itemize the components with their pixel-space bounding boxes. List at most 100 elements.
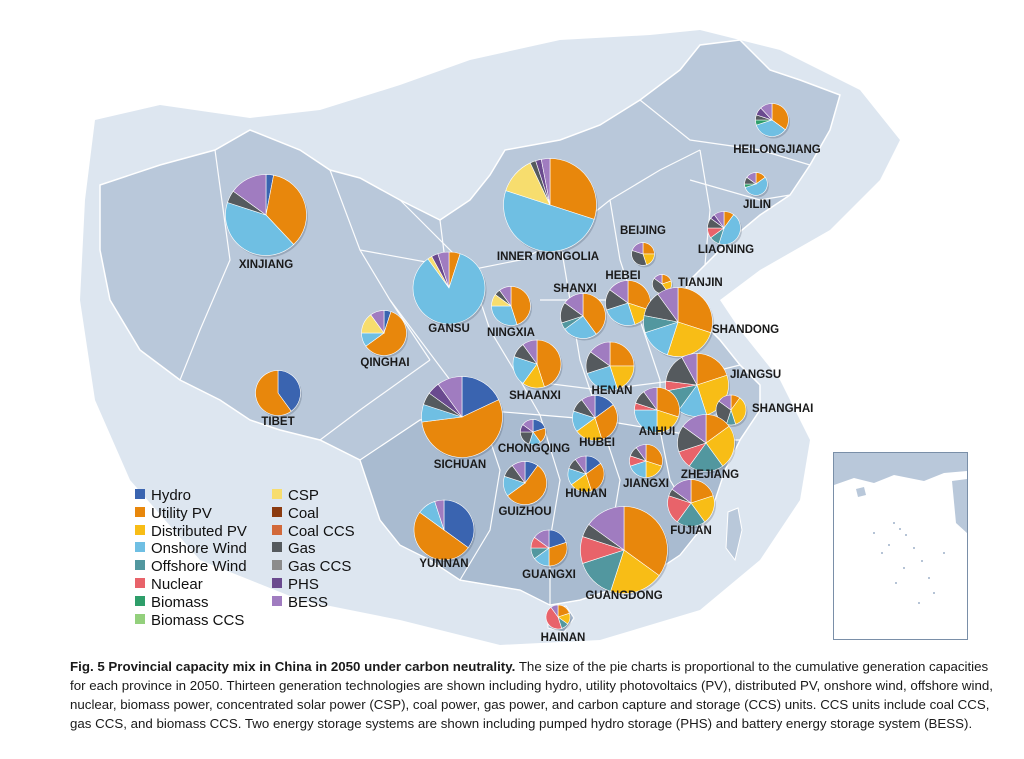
- pie-slice-bess: [581, 395, 596, 419]
- pie-hunan: [567, 455, 606, 494]
- legend-item-biomass: Biomass: [135, 594, 209, 611]
- legend-item-hydro: Hydro: [135, 487, 191, 504]
- legend-swatch: [272, 506, 282, 517]
- pie-slice-bess: [540, 158, 551, 206]
- province-label: YUNNAN: [419, 558, 468, 570]
- province-label: CHONGQING: [498, 443, 570, 455]
- pie-slice-utility-pv: [536, 339, 562, 388]
- legend-label: Coal CCS: [288, 522, 355, 540]
- province-label: BEIJING: [620, 225, 666, 237]
- legend-item-nuclear: Nuclear: [135, 576, 203, 593]
- pie-slice-utility-pv: [609, 341, 635, 367]
- province-label: GUANGXI: [522, 569, 576, 581]
- legend-item-csp: CSP: [272, 487, 319, 504]
- legend-item-coal: Coal: [272, 505, 319, 522]
- pie-slice-onshore-wind: [225, 202, 295, 256]
- pie-slice-distributed-pv: [666, 321, 712, 357]
- pie-slice-utility-pv: [585, 463, 605, 492]
- taiwan-island: [725, 507, 743, 562]
- legend-item-coal-ccs: Coal CCS: [272, 523, 355, 540]
- pie-slice-hydro: [443, 499, 475, 549]
- pie-slice-bess: [681, 353, 698, 386]
- pie-slice-distributed-pv: [610, 549, 660, 594]
- pie-slice-utility-pv: [507, 465, 547, 505]
- pie-xinjiang: [225, 174, 308, 258]
- legend-item-distributed-pv: Distributed PV: [135, 523, 247, 540]
- pie-qinghai: [361, 310, 408, 358]
- pie-slice-bess: [590, 341, 611, 367]
- province-label: SHANGHAI: [752, 403, 813, 415]
- province-label: NINGXIA: [487, 327, 535, 339]
- pie-beijing: [631, 242, 656, 268]
- legend-swatch: [135, 524, 145, 535]
- legend-item-phs: PHS: [272, 576, 319, 593]
- pie-fujian: [667, 479, 716, 529]
- pie-slice-utility-pv: [549, 158, 597, 220]
- pie-slice-bess: [671, 479, 692, 504]
- pie-slice-bess: [370, 310, 385, 334]
- legend-swatch: [135, 578, 145, 588]
- pie-slice-onshore-wind: [491, 305, 518, 326]
- caption-body: The size of the pie charts is proportion…: [70, 659, 993, 731]
- pie-slice-bess: [232, 174, 267, 216]
- pie-slice-bess: [534, 529, 550, 549]
- province-label: INNER MONGOLIA: [497, 251, 599, 263]
- pie-slice-utility-pv: [677, 287, 713, 334]
- province-label: SHAANXI: [509, 390, 561, 402]
- pie-slice-onshore-wind: [718, 214, 741, 245]
- inset-land-right: [952, 479, 967, 533]
- pie-slice-offshore-wind: [688, 442, 724, 472]
- pie-jilin: [744, 172, 769, 198]
- legend-item-biomass-ccs: Biomass CCS: [135, 612, 244, 629]
- pie-slice-bess: [643, 387, 658, 411]
- legend-item-offshore-wind: Offshore Wind: [135, 558, 247, 575]
- pie-slice-bess: [437, 251, 450, 289]
- pie-slice-utility-pv: [255, 370, 292, 416]
- province-label: HAINAN: [541, 632, 586, 644]
- south-china-sea-inset: [833, 452, 968, 640]
- legend-swatch: [272, 524, 282, 535]
- legend-label: Gas CCS: [288, 558, 352, 576]
- pie-shaanxi: [512, 339, 563, 390]
- pie-slice-bess: [499, 286, 512, 307]
- pie-slice-bess: [713, 211, 725, 229]
- pie-slice-bess: [657, 287, 679, 323]
- pie-slice-utility-pv: [645, 444, 663, 467]
- inset-land: [834, 453, 967, 485]
- province-label: FUJIAN: [670, 525, 712, 537]
- province-label: SHANDONG: [712, 324, 779, 336]
- pie-slice-utility-pv: [656, 387, 680, 418]
- pie-heilongjiang: [755, 103, 790, 139]
- pie-slice-utility-pv: [413, 511, 469, 561]
- legend-label: PHS: [288, 576, 319, 593]
- legend-label: Nuclear: [151, 576, 203, 593]
- province-label: SICHUAN: [434, 459, 486, 471]
- pie-slice-bess: [522, 419, 534, 433]
- legend-label: Distributed PV: [151, 522, 247, 540]
- legend-swatch: [135, 560, 145, 571]
- legend-swatch: [272, 560, 282, 571]
- legend-label: Gas: [288, 540, 316, 558]
- pie-slice-utility-pv: [623, 506, 668, 576]
- inset-dots: [873, 522, 945, 604]
- pie-slice-hydro: [461, 376, 500, 418]
- pie-gansu: [412, 251, 487, 326]
- pie-slice-bess: [511, 461, 526, 484]
- pie-slice-utility-pv: [594, 404, 618, 440]
- pie-guangdong: [580, 506, 669, 596]
- pie-hubei: [572, 395, 619, 443]
- legend-label: Hydro: [151, 487, 192, 504]
- province-label: GUIZHOU: [498, 506, 551, 518]
- china-map: HEILONGJIANG JILIN LIAONING BEIJING TIANJIN H…: [80, 30, 900, 645]
- pie-slice-bess: [609, 280, 629, 304]
- legend-label: Utility PV: [151, 504, 212, 522]
- pie-slice-bess: [635, 444, 647, 462]
- pie-slice-bess: [653, 274, 663, 285]
- pie-slice-nuclear: [545, 606, 563, 630]
- legend-label: Biomass CCS: [151, 611, 245, 629]
- province-label: HUBEI: [579, 437, 615, 449]
- pie-inner-mongolia: [503, 158, 598, 254]
- pie-slice-distributed-pv: [705, 425, 735, 467]
- inset-map: [834, 453, 967, 604]
- province-label: GANSU: [428, 323, 470, 335]
